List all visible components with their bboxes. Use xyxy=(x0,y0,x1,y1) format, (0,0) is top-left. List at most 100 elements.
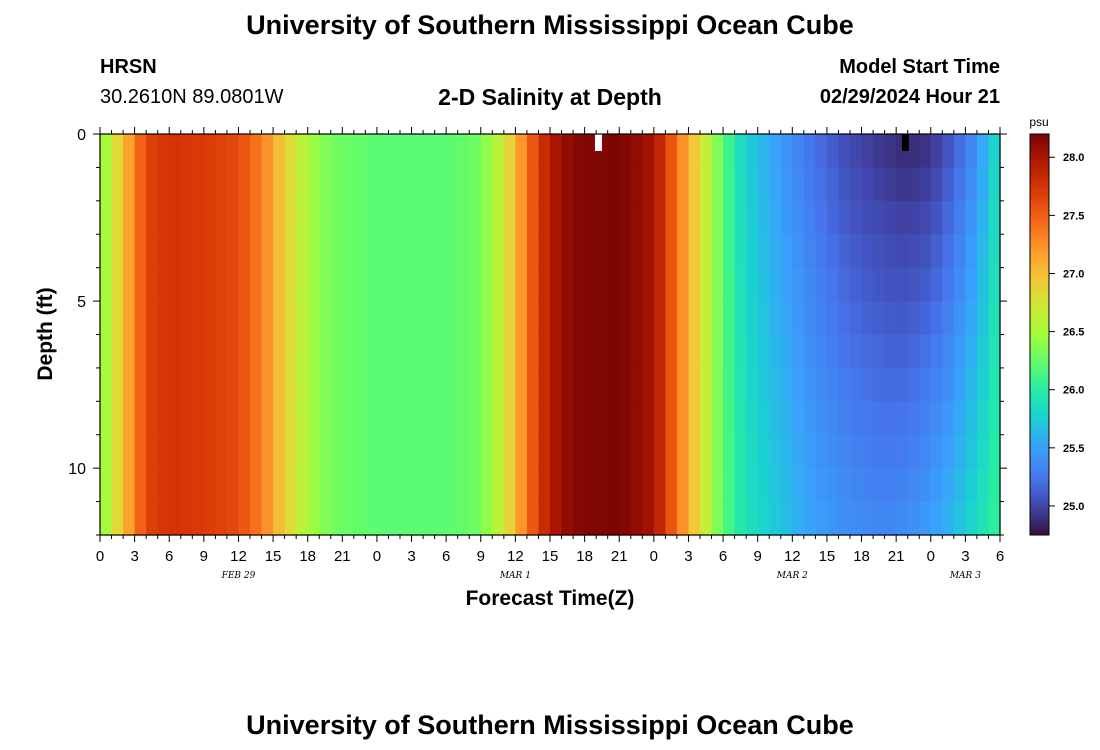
heatmap-cell xyxy=(942,401,955,436)
heatmap-cell xyxy=(319,367,332,402)
heatmap-cell xyxy=(665,167,678,202)
heatmap-cell xyxy=(734,200,747,235)
heatmap-cell xyxy=(769,501,782,536)
heatmap-cell xyxy=(192,468,205,503)
heatmap-cell xyxy=(400,434,413,469)
heatmap-cell xyxy=(284,401,297,436)
colorbar-tick-label: 28.0 xyxy=(1063,152,1084,164)
heatmap-cell xyxy=(388,367,401,402)
heatmap-cell xyxy=(469,301,482,336)
heatmap-cell xyxy=(111,501,124,536)
heatmap-cell xyxy=(792,468,805,503)
heatmap-cell xyxy=(769,301,782,336)
heatmap-cell xyxy=(584,468,597,503)
heatmap-cell xyxy=(919,200,932,235)
heatmap-cell xyxy=(169,134,182,169)
heatmap-cell xyxy=(965,434,978,469)
heatmap-cell xyxy=(411,200,424,235)
heatmap-cell xyxy=(965,200,978,235)
heatmap-cell xyxy=(273,401,286,436)
heatmap-cell xyxy=(238,234,251,269)
station-name: HRSN xyxy=(100,56,157,78)
heatmap-cell xyxy=(400,301,413,336)
heatmap-cell xyxy=(746,134,759,169)
heatmap-cell xyxy=(353,267,366,302)
heatmap-cell xyxy=(469,167,482,202)
heatmap-cell xyxy=(815,234,828,269)
heatmap-cell xyxy=(930,434,943,469)
heatmap-cell xyxy=(769,434,782,469)
heatmap-cell xyxy=(630,301,643,336)
heatmap-cell xyxy=(353,367,366,402)
heatmap-cell xyxy=(146,468,159,503)
heatmap-cell xyxy=(423,200,436,235)
heatmap-cell xyxy=(723,167,736,202)
heatmap-cell xyxy=(376,468,390,503)
heatmap-cell xyxy=(676,301,690,336)
heatmap-cell xyxy=(411,234,424,269)
heatmap-cell xyxy=(573,267,586,302)
heatmap-cell xyxy=(688,234,701,269)
heatmap-cell xyxy=(988,267,1001,302)
heatmap-cell xyxy=(319,468,332,503)
heatmap-cell xyxy=(711,367,724,402)
heatmap-cell xyxy=(423,134,436,169)
heatmap-cell xyxy=(100,200,113,235)
heatmap-cell xyxy=(134,200,147,235)
heatmap-cell xyxy=(273,468,286,503)
heatmap-cell xyxy=(919,267,932,302)
heatmap-cell xyxy=(642,501,655,536)
heatmap-cell xyxy=(446,134,459,169)
heatmap-cell xyxy=(573,434,586,469)
heatmap-cell xyxy=(365,468,378,503)
heatmap-cell xyxy=(896,234,909,269)
heatmap-cell xyxy=(284,334,297,369)
heatmap-cell xyxy=(826,367,840,402)
heatmap-cell xyxy=(676,367,690,402)
heatmap-cell xyxy=(942,367,955,402)
heatmap-cell xyxy=(930,200,943,235)
heatmap-cell xyxy=(838,200,851,235)
heatmap-cell xyxy=(734,468,747,503)
heatmap-cell xyxy=(319,234,332,269)
heatmap-cell xyxy=(711,200,724,235)
x-tick-label: 0 xyxy=(650,548,658,565)
heatmap-cell xyxy=(861,234,874,269)
heatmap-cell xyxy=(157,367,170,402)
heatmap-cell xyxy=(665,334,678,369)
heatmap-cell xyxy=(930,234,943,269)
heatmap-cell xyxy=(619,134,632,169)
heatmap-cell xyxy=(111,367,124,402)
heatmap-cell xyxy=(607,367,620,402)
heatmap-cell xyxy=(111,434,124,469)
heatmap-cell xyxy=(919,468,932,503)
heatmap-cell xyxy=(746,267,759,302)
heatmap-cell xyxy=(746,334,759,369)
heatmap-cell xyxy=(976,434,990,469)
heatmap-cell xyxy=(688,134,701,169)
heatmap-cell xyxy=(550,200,563,235)
heatmap-cell xyxy=(157,468,170,503)
heatmap-cell xyxy=(238,401,251,436)
heatmap-cell xyxy=(850,301,863,336)
heatmap-cell xyxy=(353,434,366,469)
heatmap-cell xyxy=(665,434,678,469)
heatmap-cell xyxy=(457,167,470,202)
heatmap-cell xyxy=(296,234,309,269)
heatmap-cell xyxy=(596,334,609,369)
heatmap-cell xyxy=(803,267,816,302)
heatmap-cell xyxy=(330,200,343,235)
y-tick-label: 10 xyxy=(68,461,86,478)
heatmap-cell xyxy=(215,200,228,235)
heatmap-cell xyxy=(296,301,309,336)
heatmap-cell xyxy=(307,167,320,202)
heatmap-cell xyxy=(792,301,805,336)
heatmap-cell xyxy=(307,367,320,402)
heatmap-cell xyxy=(700,468,713,503)
heatmap-cell xyxy=(838,501,851,536)
heatmap-cell xyxy=(873,501,886,536)
heatmap-cell xyxy=(319,501,332,536)
heatmap-cell xyxy=(550,468,563,503)
heatmap-cell xyxy=(815,200,828,235)
heatmap-cell xyxy=(480,468,493,503)
